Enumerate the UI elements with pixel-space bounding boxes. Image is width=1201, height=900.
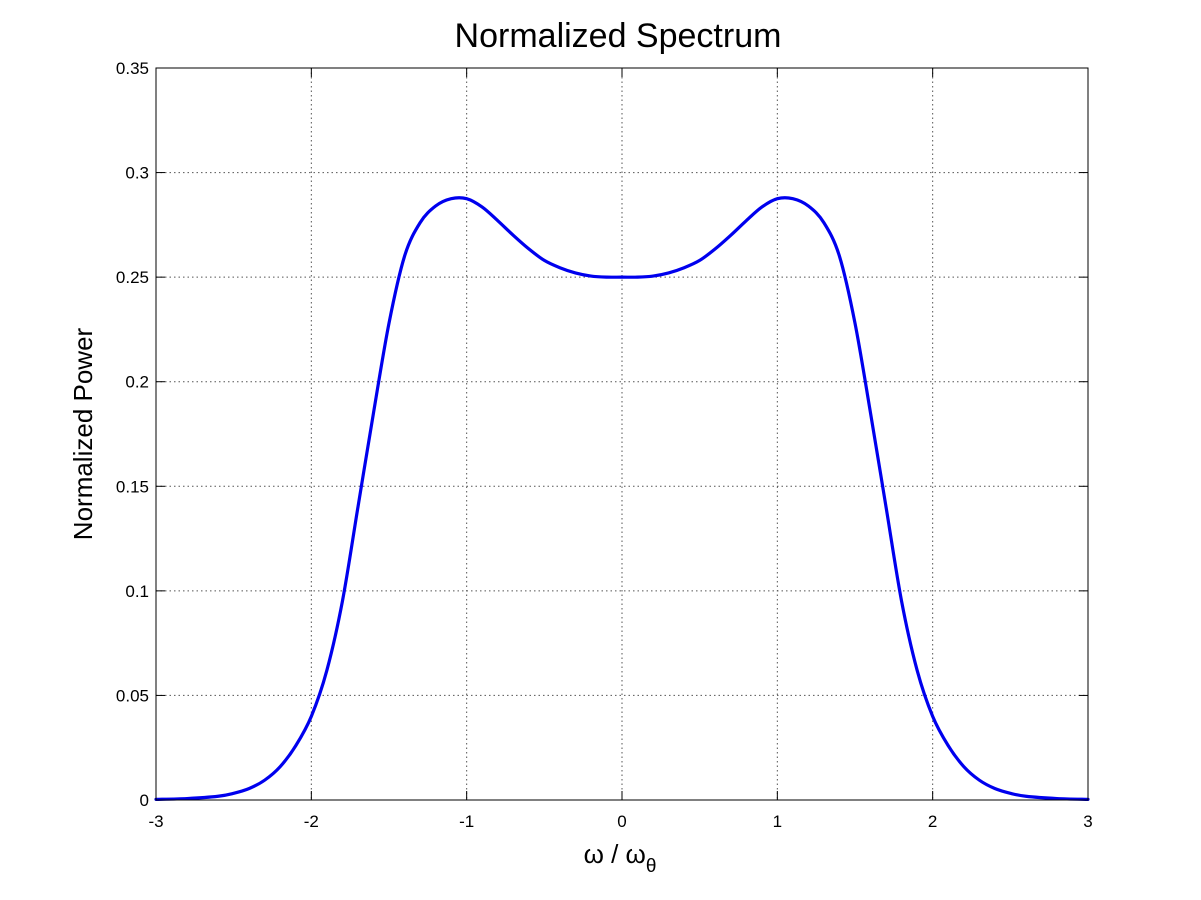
y-tick-label: 0.05: [116, 686, 149, 705]
y-tick-label: 0.3: [125, 164, 149, 183]
series-line: [154, 196, 1090, 801]
y-axis-label: Normalized Power: [68, 327, 98, 540]
x-tick-label: 1: [773, 812, 782, 831]
grid: [156, 68, 1088, 800]
ticks: [155, 67, 1089, 801]
x-tick-label: -1: [459, 812, 474, 831]
x-tick-label: 0: [617, 812, 626, 831]
x-tick-label: 2: [928, 812, 937, 831]
x-axis-label-subscript: θ: [646, 856, 657, 877]
y-tick-label: 0: [140, 791, 149, 810]
x-tick-label: -2: [304, 812, 319, 831]
y-tick-label: 0.25: [116, 268, 149, 287]
chart-title: Normalized Spectrum: [455, 17, 782, 55]
x-tick-label: 3: [1083, 812, 1092, 831]
y-tick-label: 0.2: [125, 373, 149, 392]
tick-labels: -3 -2 -1 0 1 2 3 0 0.05 0.1 0.15 0.2 0.25 0.3 0.35: [116, 59, 1093, 831]
x-axis-label-main: ω / ω: [584, 839, 646, 869]
y-tick-label: 0.1: [125, 582, 149, 601]
y-tick-label: 0.35: [116, 59, 149, 78]
x-axis-label: ω / ωθ: [584, 839, 657, 877]
y-tick-label: 0.15: [116, 477, 149, 496]
x-tick-label: -3: [148, 812, 163, 831]
